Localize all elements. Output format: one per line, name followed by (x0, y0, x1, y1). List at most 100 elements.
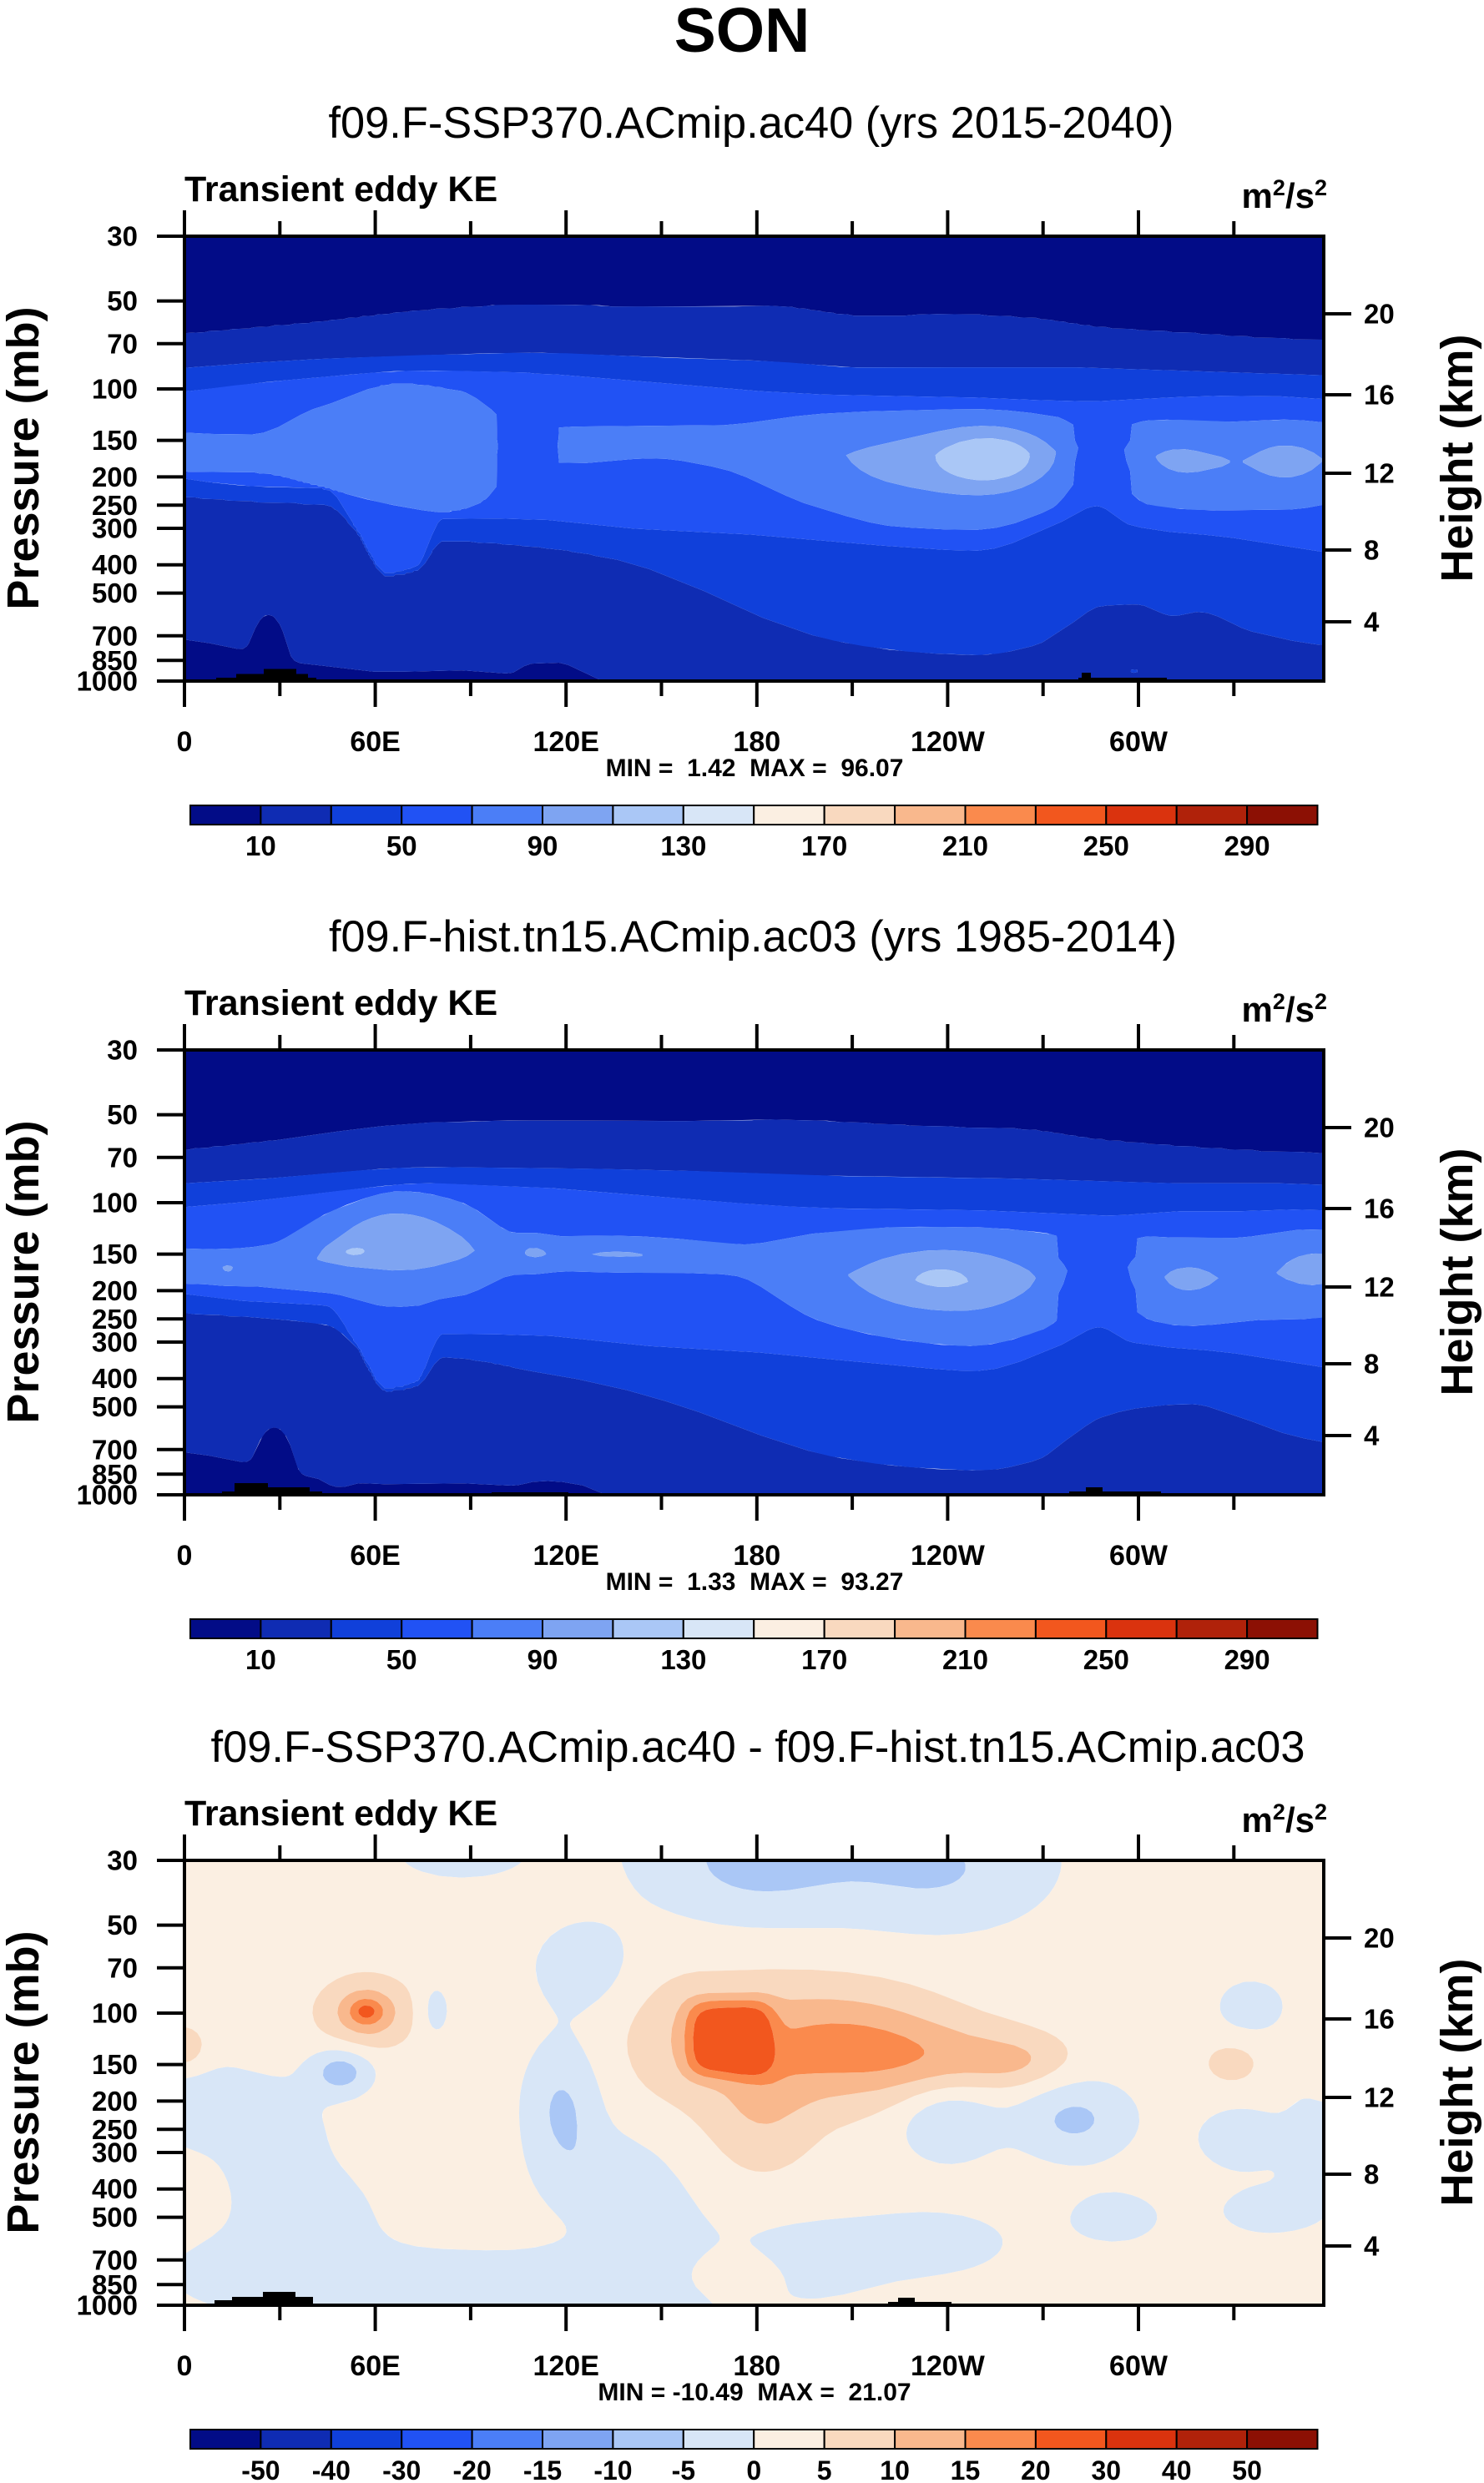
svg-text:8: 8 (1364, 1349, 1379, 1380)
svg-text:300: 300 (92, 513, 138, 544)
svg-text:12: 12 (1364, 2082, 1395, 2113)
svg-text:120E: 120E (533, 726, 598, 758)
svg-text:4: 4 (1364, 2231, 1380, 2262)
svg-text:120W: 120W (911, 726, 986, 758)
svg-text:30: 30 (107, 1845, 138, 1876)
svg-text:850: 850 (92, 1459, 138, 1490)
svg-text:250: 250 (1083, 830, 1129, 861)
svg-text:40: 40 (1162, 2455, 1192, 2483)
svg-text:200: 200 (92, 462, 138, 492)
svg-text:60W: 60W (1109, 726, 1169, 758)
svg-text:400: 400 (92, 2173, 138, 2204)
svg-text:150: 150 (92, 2049, 138, 2080)
svg-text:130: 130 (660, 1644, 706, 1675)
svg-text:50: 50 (386, 1644, 417, 1675)
svg-text:700: 700 (92, 620, 138, 651)
svg-text:-5: -5 (672, 2455, 695, 2483)
svg-text:4: 4 (1364, 607, 1380, 638)
svg-text:16: 16 (1364, 2004, 1395, 2035)
svg-text:70: 70 (107, 1142, 138, 1173)
svg-text:10: 10 (880, 2455, 910, 2483)
svg-text:120W: 120W (911, 2350, 986, 2382)
svg-text:-15: -15 (523, 2455, 562, 2483)
svg-text:700: 700 (92, 2244, 138, 2275)
svg-text:16: 16 (1364, 380, 1395, 411)
svg-text:10: 10 (245, 1644, 276, 1675)
svg-text:500: 500 (92, 2202, 138, 2233)
svg-text:210: 210 (942, 1644, 988, 1675)
svg-text:MIN = -10.49 MAX = 21.07: MIN = -10.49 MAX = 21.07 (598, 2379, 911, 2406)
svg-text:15: 15 (951, 2455, 981, 2483)
svg-text:20: 20 (1364, 1923, 1395, 1954)
svg-text:20: 20 (1364, 299, 1395, 330)
svg-text:4: 4 (1364, 1421, 1380, 1451)
svg-text:300: 300 (92, 2137, 138, 2168)
svg-text:30: 30 (1091, 2455, 1121, 2483)
svg-text:m2/s2: m2/s2 (1242, 989, 1327, 1029)
svg-text:120W: 120W (911, 1540, 986, 1572)
svg-text:0: 0 (177, 1540, 193, 1572)
svg-text:16: 16 (1364, 1194, 1395, 1224)
svg-text:170: 170 (801, 830, 847, 861)
svg-text:5: 5 (817, 2455, 832, 2483)
svg-text:Height (km): Height (km) (1432, 1959, 1482, 2207)
svg-text:8: 8 (1364, 535, 1379, 566)
svg-text:Transient eddy KE: Transient eddy KE (184, 169, 497, 209)
svg-text:120E: 120E (533, 1540, 598, 1572)
svg-text:12: 12 (1364, 1272, 1395, 1303)
svg-text:f09.F-SSP370.ACmip.ac40 - f09.: f09.F-SSP370.ACmip.ac40 - f09.F-hist.tn1… (211, 1723, 1305, 1772)
svg-text:50: 50 (107, 285, 138, 316)
svg-text:1000: 1000 (77, 666, 138, 697)
svg-text:12: 12 (1364, 458, 1395, 489)
svg-text:180: 180 (733, 2350, 780, 2382)
svg-text:210: 210 (942, 830, 988, 861)
svg-text:50: 50 (107, 1910, 138, 1940)
svg-text:70: 70 (107, 1952, 138, 1983)
svg-text:1000: 1000 (77, 2290, 138, 2321)
svg-text:290: 290 (1224, 1644, 1270, 1675)
svg-text:850: 850 (92, 645, 138, 676)
svg-text:150: 150 (92, 425, 138, 456)
svg-text:60E: 60E (350, 726, 401, 758)
svg-text:850: 850 (92, 2269, 138, 2300)
svg-text:70: 70 (107, 328, 138, 359)
svg-text:20: 20 (1364, 1113, 1395, 1143)
svg-text:90: 90 (527, 830, 558, 861)
svg-text:Pressure (mb): Pressure (mb) (0, 1120, 48, 1423)
svg-text:Height (km): Height (km) (1432, 335, 1482, 583)
svg-text:-40: -40 (312, 2455, 351, 2483)
svg-text:400: 400 (92, 1363, 138, 1394)
svg-text:Pressure (mb): Pressure (mb) (0, 1930, 48, 2233)
svg-text:200: 200 (92, 1275, 138, 1306)
svg-text:100: 100 (92, 1188, 138, 1219)
svg-text:250: 250 (92, 490, 138, 521)
svg-text:Transient eddy KE: Transient eddy KE (184, 983, 497, 1023)
svg-text:0: 0 (177, 2350, 193, 2382)
svg-text:250: 250 (92, 2114, 138, 2145)
svg-text:Transient eddy KE: Transient eddy KE (184, 1794, 497, 1834)
svg-text:180: 180 (733, 726, 780, 758)
svg-text:50: 50 (386, 830, 417, 861)
svg-text:60W: 60W (1109, 1540, 1169, 1572)
svg-text:50: 50 (107, 1099, 138, 1130)
svg-text:m2/s2: m2/s2 (1242, 175, 1327, 215)
svg-text:Height (km): Height (km) (1432, 1148, 1482, 1396)
svg-text:120E: 120E (533, 2350, 598, 2382)
svg-text:250: 250 (1083, 1644, 1129, 1675)
svg-text:100: 100 (92, 374, 138, 405)
svg-text:130: 130 (660, 830, 706, 861)
svg-text:500: 500 (92, 1391, 138, 1422)
svg-text:20: 20 (1021, 2455, 1051, 2483)
svg-text:-20: -20 (453, 2455, 492, 2483)
svg-text:-30: -30 (382, 2455, 421, 2483)
svg-text:500: 500 (92, 578, 138, 608)
svg-text:SON: SON (674, 0, 810, 65)
svg-text:60W: 60W (1109, 2350, 1169, 2382)
svg-text:50: 50 (1232, 2455, 1262, 2483)
svg-text:290: 290 (1224, 830, 1270, 861)
svg-text:200: 200 (92, 2086, 138, 2117)
svg-text:150: 150 (92, 1239, 138, 1269)
svg-text:MIN = 1.42 MAX = 96.07: MIN = 1.42 MAX = 96.07 (606, 754, 904, 782)
svg-text:300: 300 (92, 1327, 138, 1358)
svg-text:Pressure (mb): Pressure (mb) (0, 306, 48, 609)
